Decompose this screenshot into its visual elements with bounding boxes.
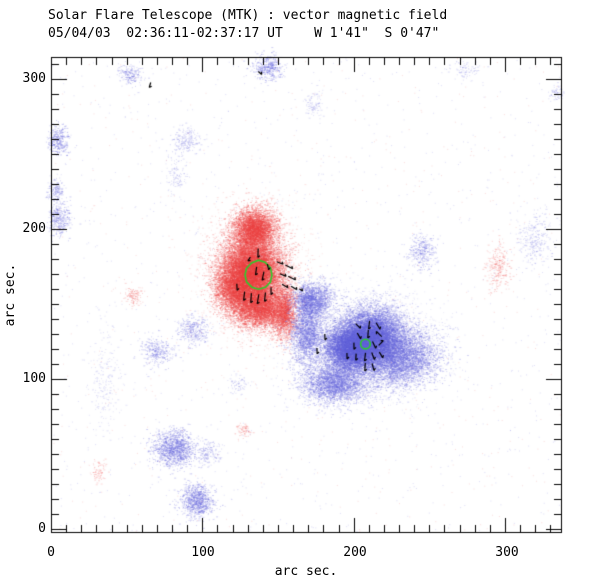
plot-title: Solar Flare Telescope (MTK) : vector mag…: [48, 8, 448, 23]
y-tick-label-0: 0: [38, 521, 46, 536]
x-tick-label-200: 200: [343, 545, 367, 560]
x-tick-label-300: 300: [495, 545, 519, 560]
x-tick-label-0: 0: [47, 545, 55, 560]
x-axis-label: arc sec.: [274, 564, 338, 579]
plot-subtitle: 05/04/03 02:36:11-02:37:17 UT W 1'41" S …: [48, 26, 440, 41]
y-tick-label-200: 200: [22, 221, 46, 236]
y-tick-label-300: 300: [22, 71, 46, 86]
x-tick-label-100: 100: [191, 545, 215, 560]
y-tick-label-100: 100: [22, 371, 46, 386]
y-axis-label: arc sec.: [3, 263, 18, 327]
